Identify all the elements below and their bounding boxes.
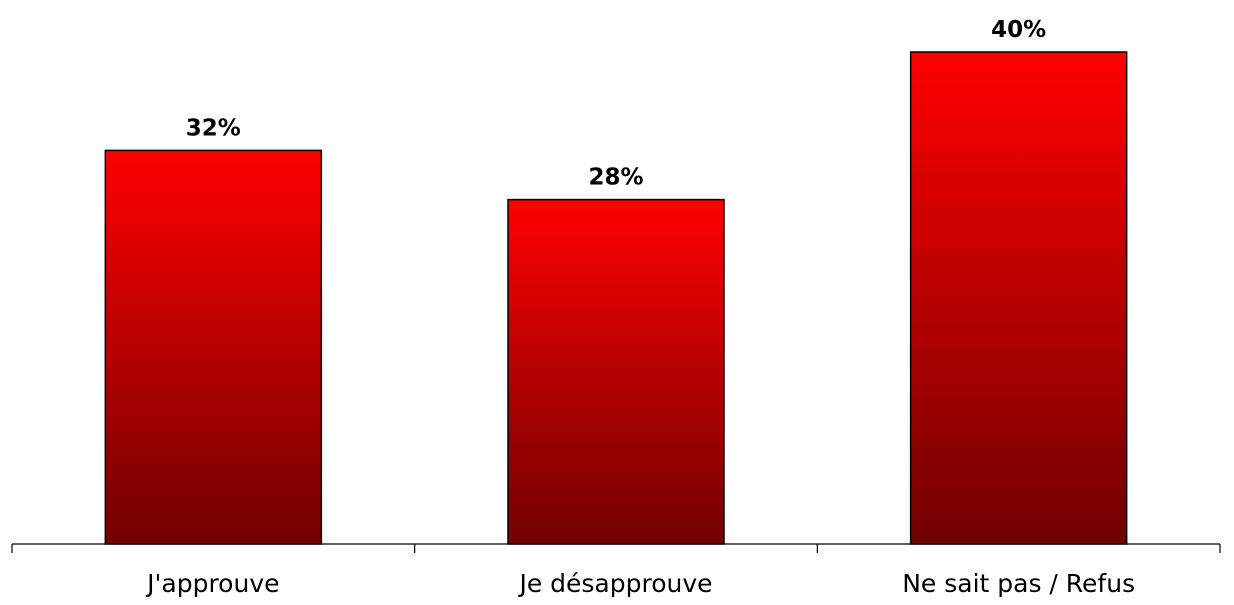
data-label-3: 40% [991,17,1046,43]
x-axis-ticks [11,544,1221,553]
x-axis-tick-labels: J'approuve Je désapprouve Ne sait pas / Re… [145,569,1135,598]
bar-1 [104,149,323,545]
x-tick-label-1: J'approuve [145,569,279,598]
bar-2 [507,198,725,545]
bars-group [104,51,1128,545]
data-label-2: 28% [588,165,643,191]
data-label-1: 32% [186,115,241,141]
x-tick-label-3: Ne sait pas / Refus [902,569,1135,598]
x-tick-label-2: Je désapprouve [517,569,712,598]
bar-3 [909,51,1128,545]
data-labels-group: 32% 28% 40% [186,17,1046,191]
